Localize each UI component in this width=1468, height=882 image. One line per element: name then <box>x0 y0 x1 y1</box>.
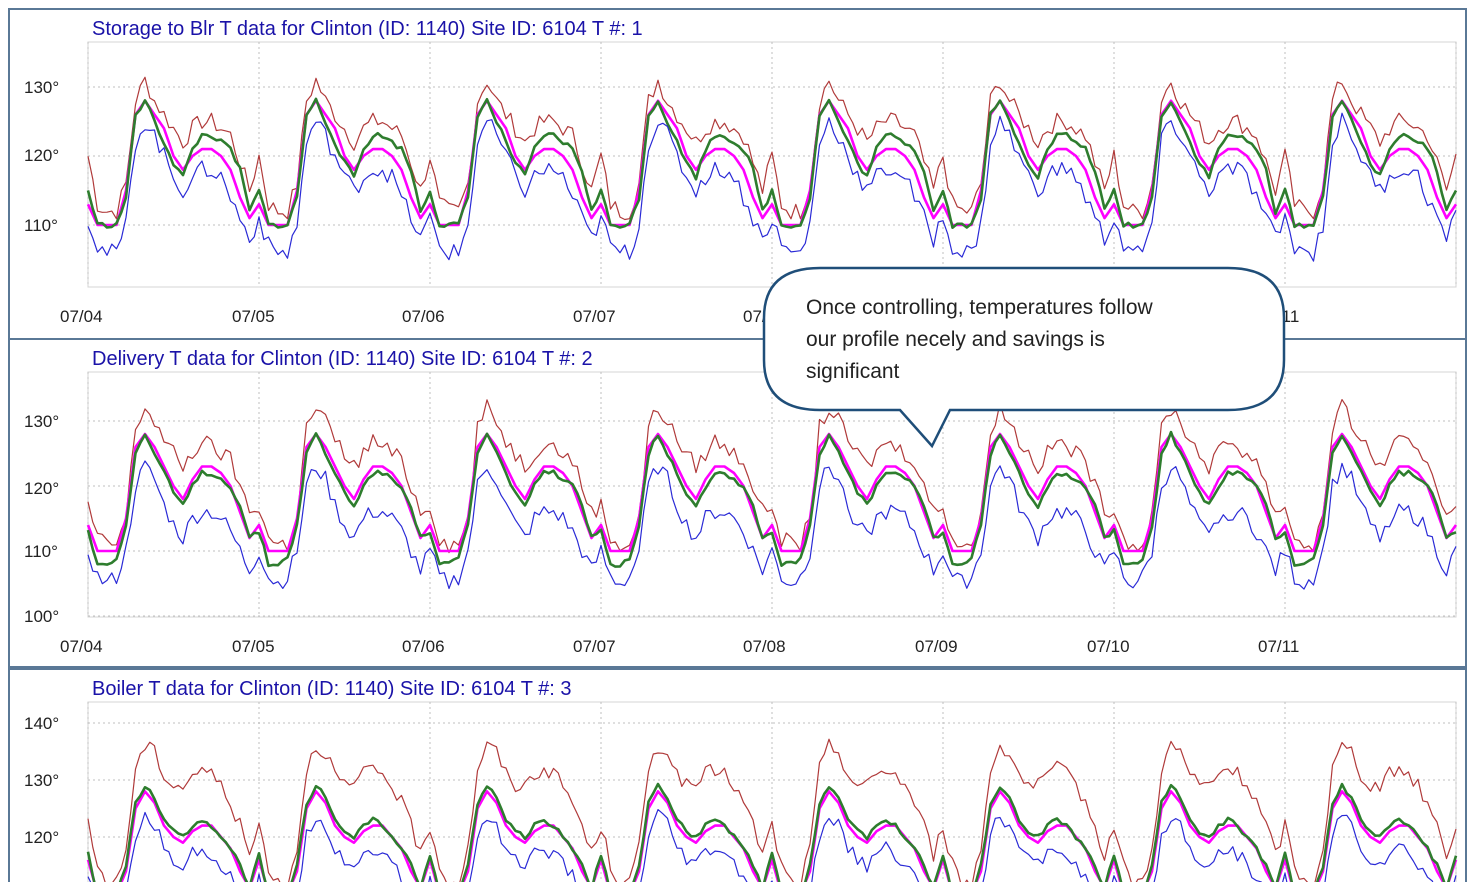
y-tick-label: 110° <box>24 216 58 235</box>
series-line-min <box>87 809 1457 882</box>
series-line-max <box>87 399 1457 554</box>
callout-line: our profile necely and savings is <box>806 328 1105 351</box>
panel-title: Delivery T data for Clinton (ID: 1140) S… <box>92 348 593 370</box>
series-line-setpoint <box>86 790 1458 882</box>
x-tick-labels: 07/04 07/05 07/06 07/07 07/08 07/09 07/1… <box>60 637 1299 656</box>
x-tick-label: 07/07 <box>573 637 616 656</box>
x-tick-label: 07/05 <box>232 637 275 656</box>
x-tick-label: 07/10 <box>1087 637 1130 656</box>
y-tick-labels: 130° 120° 110° 100° <box>24 412 59 626</box>
series-line-min <box>87 112 1457 262</box>
y-tick-label: 120° <box>24 146 59 165</box>
series-line-max <box>87 76 1457 221</box>
panel-storage: Storage to Blr T data for Clinton (ID: 1… <box>8 8 1467 340</box>
y-tick-label: 140° <box>24 714 59 733</box>
series-line-max <box>87 738 1457 882</box>
x-tick-labels: 07/04 07/05 07/06 07/07 07/ 07/11 <box>60 307 1299 326</box>
y-tick-labels: 140° 130° 120° <box>24 714 59 847</box>
grid-lines <box>87 702 1457 882</box>
x-tick-label: 07/08 <box>743 637 786 656</box>
panel-boiler: Boiler T data for Clinton (ID: 1140) Sit… <box>8 668 1467 882</box>
x-tick-label: 07/06 <box>402 637 445 656</box>
callout-line: Once controlling, temperatures follow <box>806 296 1153 319</box>
y-tick-labels: 130° 120° 110° <box>24 78 59 235</box>
panel-delivery: Delivery T data for Clinton (ID: 1140) S… <box>8 338 1467 668</box>
x-tick-label: 07/07 <box>573 307 616 326</box>
callout-bubble <box>762 266 1286 449</box>
series-line-actual <box>86 430 1457 568</box>
x-tick-label: 07/04 <box>60 307 103 326</box>
series-group <box>86 76 1458 262</box>
x-tick-label: 07/ <box>743 307 767 326</box>
y-tick-label: 130° <box>24 412 59 431</box>
series-group <box>86 399 1458 590</box>
x-tick-label: 07/09 <box>915 637 958 656</box>
y-tick-label: 130° <box>24 78 59 97</box>
x-tick-label: 07/11 <box>1258 637 1299 656</box>
callout: Once controlling, temperatures follow ou… <box>762 266 1286 449</box>
y-tick-label: 100° <box>24 607 59 626</box>
series-line-actual <box>86 97 1458 229</box>
panel-title: Storage to Blr T data for Clinton (ID: 1… <box>92 18 643 40</box>
y-tick-label: 120° <box>24 828 59 847</box>
y-tick-label: 120° <box>24 479 59 498</box>
series-group <box>86 738 1458 882</box>
x-tick-label: 07/04 <box>60 637 103 656</box>
series-line-actual <box>86 782 1458 882</box>
x-tick-label: 07/06 <box>402 307 445 326</box>
y-tick-label: 110° <box>24 542 58 561</box>
y-tick-label: 130° <box>24 771 59 790</box>
grid-lines <box>87 42 1457 287</box>
series-line-min <box>87 460 1457 590</box>
callout-line: significant <box>806 360 900 383</box>
x-tick-label: 07/05 <box>232 307 275 326</box>
panel-title: Boiler T data for Clinton (ID: 1140) Sit… <box>92 678 572 700</box>
